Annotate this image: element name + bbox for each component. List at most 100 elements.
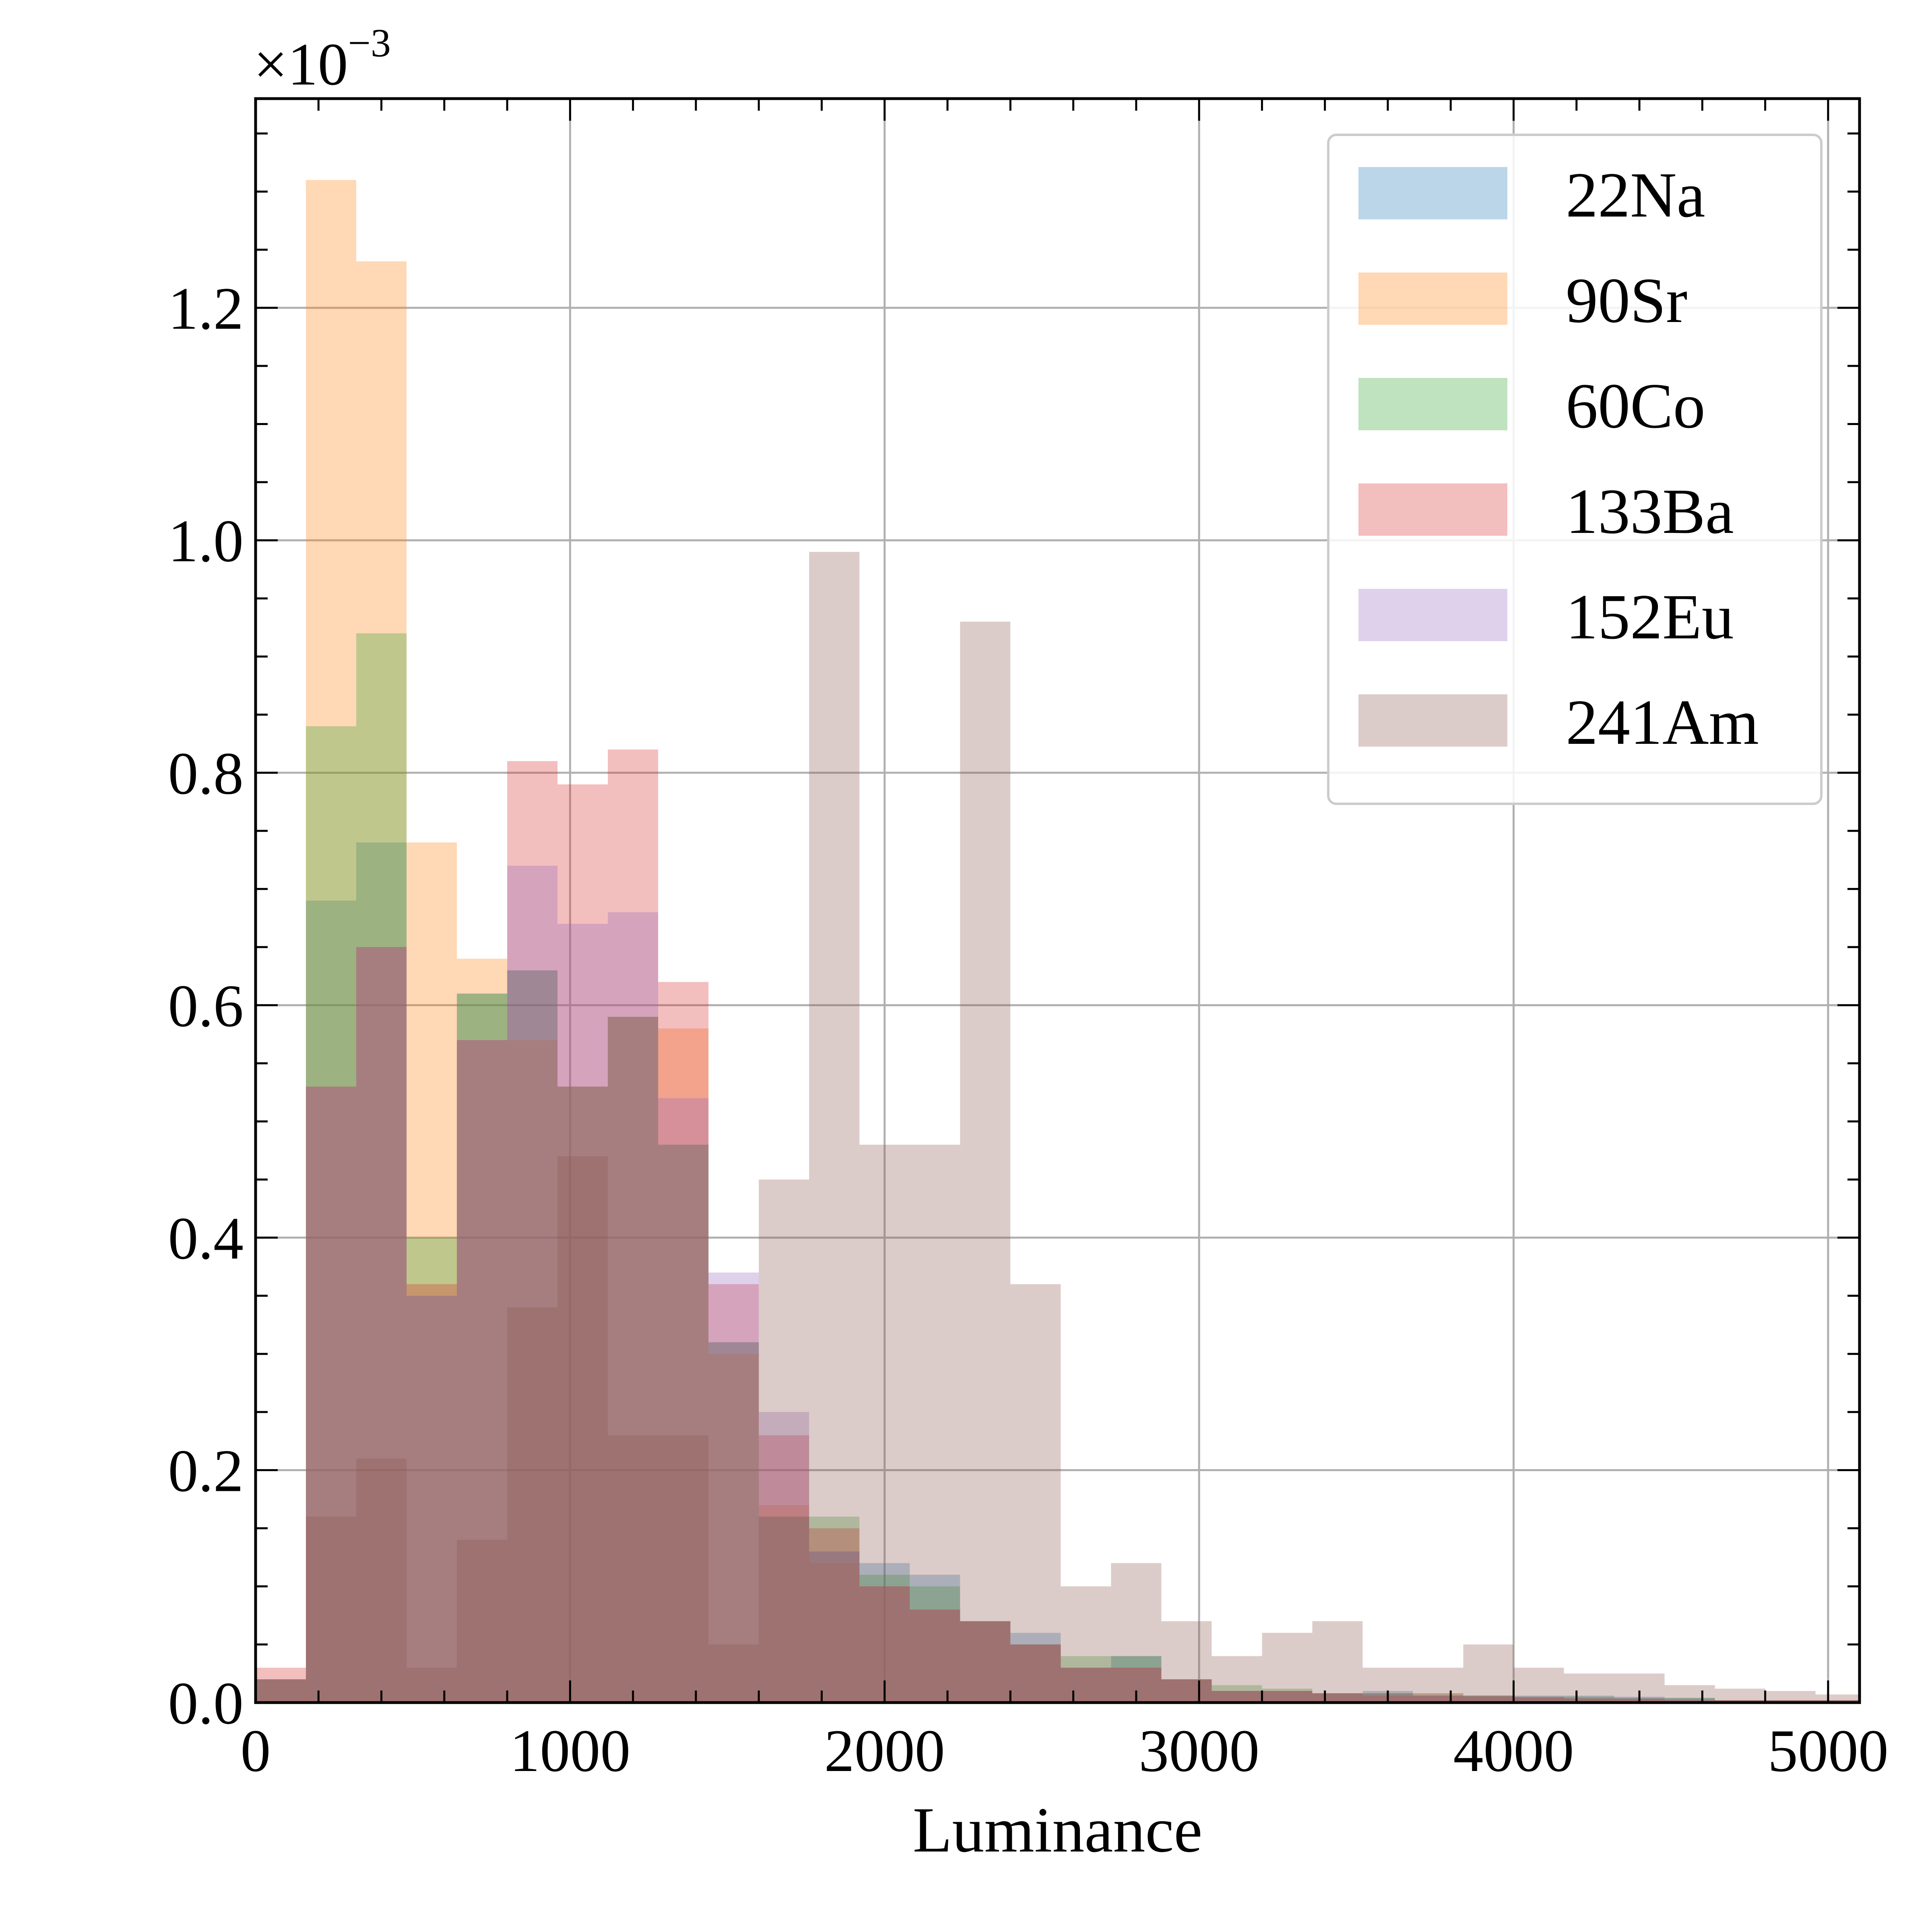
series-152Eu [256,865,1860,1703]
legend-label-152Eu: 152Eu [1566,581,1734,652]
bar [1061,1668,1111,1703]
bar [457,1040,508,1703]
bar [1061,1668,1111,1703]
x-tick-labels: 0 1000 2000 3000 4000 5000 [241,1717,1889,1784]
series-133Ba [256,749,1860,1703]
legend-swatch-241Am [1358,694,1507,747]
bar [1161,1679,1212,1703]
bar [407,1284,457,1703]
bar [1312,1621,1363,1703]
legend-swatch-22Na [1358,167,1507,219]
bar [1513,1697,1564,1703]
bar [1513,1698,1564,1703]
bar [457,1040,508,1703]
bar [1463,1644,1514,1703]
bar [658,1098,709,1703]
bar [1010,1644,1061,1703]
bar [608,912,658,1703]
bar [1564,1673,1614,1703]
bar [1564,1698,1614,1703]
bar [960,1621,1011,1703]
y-scale-multiplier-text: ×10 [254,31,348,98]
bar [910,1586,960,1703]
series-22Na [256,842,1860,1703]
bar [608,1017,658,1703]
bar [1212,1685,1262,1703]
series-241Am [256,552,1860,1703]
bar [1212,1691,1262,1703]
x-tick-label: 3000 [1139,1717,1259,1784]
legend-label-241Am: 241Am [1566,686,1759,758]
y-tick-label: 0.0 [168,1670,244,1737]
bar [457,1540,508,1703]
bar [306,1086,357,1703]
bar [1463,1697,1514,1703]
bar [1664,1698,1715,1703]
bar [1262,1688,1313,1703]
bar [356,633,407,1703]
bar [809,552,860,1703]
bar [1463,1695,1514,1703]
bar [859,1563,910,1703]
bar [557,784,608,1703]
bar [759,1505,809,1703]
bar [306,1086,357,1703]
bar [1564,1698,1614,1703]
bar [708,1342,759,1703]
bar [256,1668,306,1703]
legend-label-90Sr: 90Sr [1566,264,1687,336]
series-60Co [256,633,1860,1703]
bar [1815,1694,1860,1703]
bar [306,900,357,1703]
bar [910,1609,960,1703]
bar [507,865,558,1703]
y-tick-label: 0.8 [168,740,244,807]
bar [859,1144,910,1703]
legend-box [1327,134,1823,805]
bar [658,1144,709,1703]
plot-frame [254,97,1861,1704]
bar [356,1458,407,1703]
bar [809,1528,860,1703]
bar [759,1435,809,1703]
x-tick-label: 4000 [1453,1717,1574,1784]
bar [306,1516,357,1703]
legend-label-133Ba: 133Ba [1566,475,1734,547]
histogram-bars [256,180,1860,1703]
bar [1010,1644,1061,1703]
bar [306,726,357,1703]
x-tick-label: 1000 [510,1717,630,1784]
bar [1111,1563,1162,1703]
bar [1413,1668,1463,1703]
x-tick-label: 2000 [824,1717,945,1784]
bar [658,1028,709,1703]
y-scale-exponent-text: −3 [348,21,391,65]
bar [910,1144,960,1703]
bar [1161,1679,1212,1703]
x-tick-label: 0 [241,1717,271,1784]
bar [1161,1679,1212,1703]
bar [708,1644,759,1703]
bar [256,1679,306,1703]
y-tick-label: 1.2 [168,275,244,342]
x-axis-label: Luminance [913,1794,1203,1866]
bar [1161,1679,1212,1703]
y-tick-label: 1.0 [168,508,244,574]
y-tick-label: 0.4 [168,1205,244,1272]
bar [809,1551,860,1703]
bar [809,1563,860,1703]
bar [608,749,658,1703]
bar [1463,1695,1514,1703]
bar [708,1284,759,1703]
svg-text:×10−3: ×10−3 [254,21,391,98]
bar [507,1307,558,1703]
bar [809,1551,860,1703]
bar [1061,1586,1111,1703]
bar [759,1179,809,1703]
bar [457,993,508,1703]
bar [1513,1695,1564,1703]
bar [809,1516,860,1703]
bar [557,1086,608,1703]
legend-swatch-60Co [1358,378,1507,430]
